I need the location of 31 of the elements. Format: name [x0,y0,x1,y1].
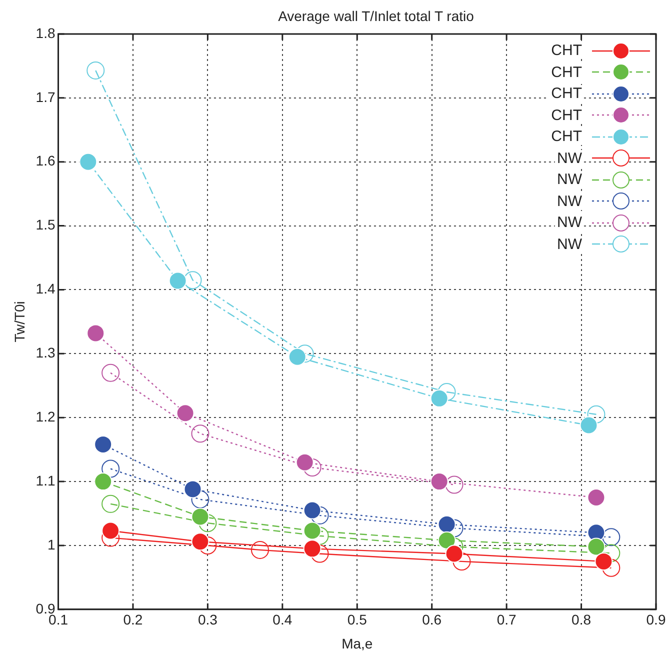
y-tick-label: 0.9 [36,600,56,616]
x-tick-label: 0.7 [496,612,517,628]
x-tick-label: 0.8 [572,612,592,628]
y-tick-label: 1 [47,536,56,552]
x-tick-label: 0.9 [646,612,666,628]
y-tick-label: 1.4 [36,280,56,297]
y-tick-label: 1.6 [36,152,56,169]
y-tick-label: 1.8 [36,24,56,41]
x-tick-label: 0.5 [347,612,368,628]
x-tick-label: 0.2 [123,612,143,628]
legend-label: NW [555,214,584,232]
x-axis-title: Ma,e [342,635,373,652]
y-tick-label: 1.3 [36,344,56,361]
x-tick-label: 0.6 [422,612,442,628]
y-tick-label: 1.5 [36,216,56,233]
legend-label: NW [555,236,584,253]
legend-label: NW [555,192,584,210]
x-tick-label: 0.4 [272,612,292,628]
legend-label: NW [555,171,584,188]
legend-label: CHT [549,85,584,102]
chart-title: Average wall T/Inlet total T ratio [277,8,475,24]
y-axis-title: Tw/T0i [11,301,28,342]
y-tick-label: 1.2 [36,408,56,424]
legend-label: CHT [549,64,584,81]
y-tick-label: 1.1 [36,472,56,488]
y-tick-label: 1.7 [36,88,56,105]
legend-label: CHT [549,106,584,124]
x-tick-label: 0.3 [198,612,218,628]
legend-label: NW [555,150,584,167]
legend-label: CHT [549,128,584,146]
legend-label: CHT [549,42,584,60]
